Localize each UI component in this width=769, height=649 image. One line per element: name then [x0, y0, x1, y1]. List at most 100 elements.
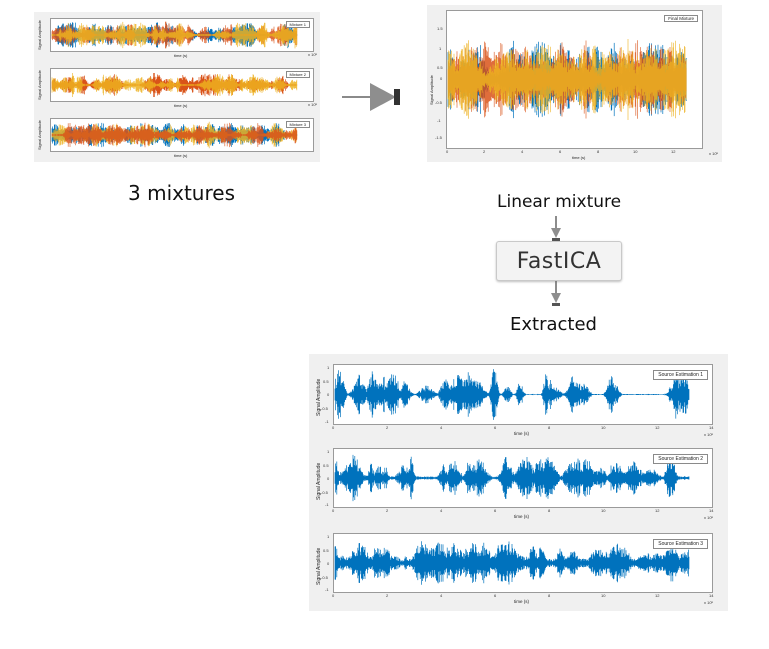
waveform-trace	[447, 39, 687, 120]
mixture-3-ylabel: Signal Amplitude	[37, 120, 42, 150]
source-3-ytick: -0.5	[321, 575, 328, 580]
final-ytick: 1.5	[437, 26, 443, 31]
source-2-legend: Source Estimation 2	[653, 454, 708, 464]
mixtures-figure: Mixture 1 Signal Amplitude time (s) x 10…	[34, 12, 320, 162]
source-1-waveform	[334, 369, 690, 420]
source-3-xtick: 8	[548, 593, 551, 598]
mixture-3-legend: Mixture 3	[285, 121, 310, 128]
mixture-3-waveform	[51, 121, 298, 149]
waveform-trace	[334, 541, 690, 585]
source-3-ylabel: Signal Amplitude	[316, 547, 322, 585]
right-arrow-icon	[342, 83, 400, 111]
source-1-ytick: 0.5	[323, 379, 329, 384]
final-ytick: -1	[437, 118, 441, 123]
fastica-box: FastICA	[496, 241, 622, 281]
mixture-2-xlabel: time (s)	[174, 103, 188, 108]
down-arrow-icon	[551, 281, 561, 306]
source-2-xtick: 14	[709, 508, 714, 513]
mixture-2-ylabel: Signal Amplitude	[37, 70, 42, 100]
source-1-plot: Source Estimation 1	[333, 364, 713, 425]
waveform-trace	[51, 21, 298, 49]
mixtures-caption: 3 mixtures	[128, 181, 235, 205]
source-2-ylabel: Signal Amplitude	[316, 462, 322, 500]
final-ytick: -1.5	[435, 135, 442, 140]
final-mixture-legend: Final Mixture	[664, 15, 698, 22]
final-ytick: 0.5	[437, 65, 443, 70]
mixture-3-plot: Mixture 3	[50, 118, 314, 152]
down-arrow-icon	[551, 216, 561, 241]
source-1-xtick: 4	[440, 425, 443, 430]
source-1-xtick: 2	[386, 425, 389, 430]
source-1-xtick: 6	[494, 425, 497, 430]
source-2-xtick: 0	[332, 508, 335, 513]
final-ytick: -0.5	[435, 100, 442, 105]
source-3-xtick: 12	[655, 593, 660, 598]
final-xtick: 2	[483, 149, 486, 154]
mixture-1-legend: Mixture 1	[285, 21, 310, 28]
mixture-1-exponent: x 10⁵	[308, 52, 318, 57]
final-mixture-waveform	[447, 39, 687, 120]
final-xtick: 4	[521, 149, 524, 154]
source-3-legend: Source Estimation 3	[653, 539, 708, 549]
source-3-xtick: 0	[332, 593, 335, 598]
source-1-ytick: -0.5	[321, 406, 328, 411]
source-2-ytick: 1	[327, 449, 330, 454]
source-1-xtick: 12	[655, 425, 660, 430]
source-2-xtick: 4	[440, 508, 443, 513]
waveform-trace	[51, 73, 298, 97]
mixture-1-xlabel: time (s)	[174, 53, 188, 58]
source-3-xtick: 4	[440, 593, 443, 598]
source-2-xtick: 6	[494, 508, 497, 513]
source-2-xtick: 10	[601, 508, 606, 513]
source-3-ytick: 0.5	[323, 548, 329, 553]
source-1-xtick: 8	[548, 425, 551, 430]
source-2-xlabel: time (s)	[514, 514, 529, 519]
source-3-ytick: 0	[327, 561, 330, 566]
extracted-label: Extracted	[510, 314, 597, 335]
mixture-1-waveform	[51, 21, 298, 49]
mixture-2-exponent: x 10⁵	[308, 102, 318, 107]
source-1-xtick: 10	[601, 425, 606, 430]
source-2-plot: Source Estimation 2	[333, 448, 713, 508]
source-2-exponent: x 10⁵	[704, 515, 714, 520]
source-1-ytick: 1	[327, 365, 330, 370]
waveform-trace	[334, 369, 690, 420]
final-xtick: 0	[446, 149, 449, 154]
final-ytick: 1	[439, 46, 442, 51]
source-2-xtick: 12	[655, 508, 660, 513]
final-xtick: 12	[671, 149, 676, 154]
source-3-waveform	[334, 541, 690, 585]
mixture-2-legend: Mixture 2	[285, 71, 310, 78]
source-1-xtick: 0	[332, 425, 335, 430]
source-2-ytick: 0.5	[323, 463, 329, 468]
final-ylabel: Signal Amplitude	[429, 75, 434, 105]
source-2-ytick: -1	[325, 502, 329, 507]
source-3-xtick: 6	[494, 593, 497, 598]
final-xtick: 8	[597, 149, 600, 154]
waveform-trace	[334, 454, 690, 502]
waveform-trace	[51, 122, 298, 148]
source-3-ytick: 1	[327, 534, 330, 539]
source-1-ytick: 0	[327, 392, 330, 397]
source-2-xtick: 2	[386, 508, 389, 513]
mixture-1-plot: Mixture 1	[50, 18, 314, 52]
source-3-xlabel: time (s)	[514, 599, 529, 604]
final-mixture-figure: Final Mixture 1.5 1 0.5 0 -0.5 -1 -1.5 S…	[427, 5, 722, 162]
source-3-xtick: 2	[386, 593, 389, 598]
source-1-ylabel: Signal Amplitude	[316, 378, 322, 416]
mixture-2-waveform	[51, 73, 298, 97]
source-2-ytick: -0.5	[321, 490, 328, 495]
mixture-2-plot: Mixture 2	[50, 68, 314, 102]
linear-mixture-label: Linear mixture	[497, 192, 622, 212]
source-3-ytick: -1	[325, 587, 329, 592]
source-2-waveform	[334, 454, 690, 502]
sources-figure: Source Estimation 1 1 0.5 0 -0.5 -1 Sign…	[309, 354, 728, 611]
final-xlabel: time (s)	[572, 155, 586, 160]
source-2-ytick: 0	[327, 476, 330, 481]
source-1-ytick: -1	[325, 419, 329, 424]
source-3-plot: Source Estimation 3	[333, 533, 713, 593]
final-xtick: 10	[633, 149, 638, 154]
final-mixture-plot: Final Mixture	[446, 10, 703, 149]
fastica-label: FastICA	[516, 248, 602, 274]
source-1-legend: Source Estimation 1	[653, 370, 708, 380]
